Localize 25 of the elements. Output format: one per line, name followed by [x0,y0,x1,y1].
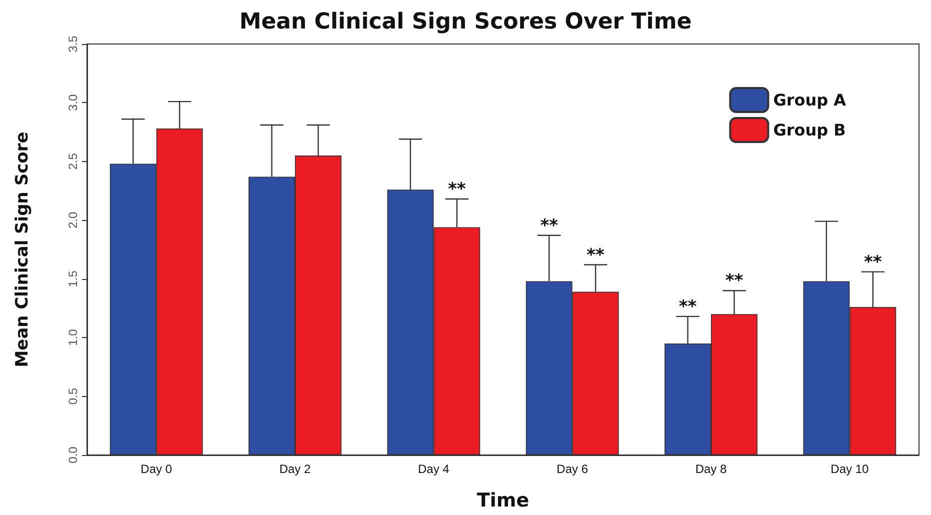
y-tick-label: 3.5 [66,35,80,52]
legend-label: Group A [773,90,847,110]
y-axis-title: Mean Clinical Sign Score [12,132,32,368]
annotation: ** [678,296,697,317]
chart-title: Mean Clinical Sign Scores Over Time [239,10,692,34]
y-tick-label: 1.0 [66,328,80,346]
y-tick-label: 1.5 [66,270,80,288]
annotation: ** [864,252,882,272]
x-tick-label: Day 0 [140,462,172,476]
x-tick-label: Day 10 [830,462,869,476]
x-tick-label: Day 6 [556,462,588,476]
y-tick-label: 0.0 [66,446,80,464]
y-tick-label: 2.0 [66,211,80,228]
legend-label: Group B [773,120,846,140]
annotation: ** [586,245,605,266]
y-tick-label: 2.5 [66,152,80,170]
annotation: ** [540,216,558,236]
y-tick-label: 0.5 [66,388,80,405]
x-tick-label: Day 2 [279,462,311,476]
y-tick-label: 3.0 [66,94,80,112]
x-tick-label: Day 4 [418,462,450,476]
x-axis-title: Time [476,490,530,512]
x-tick-label: Day 8 [695,462,727,476]
annotation: ** [448,180,466,200]
annotation: ** [725,271,744,292]
